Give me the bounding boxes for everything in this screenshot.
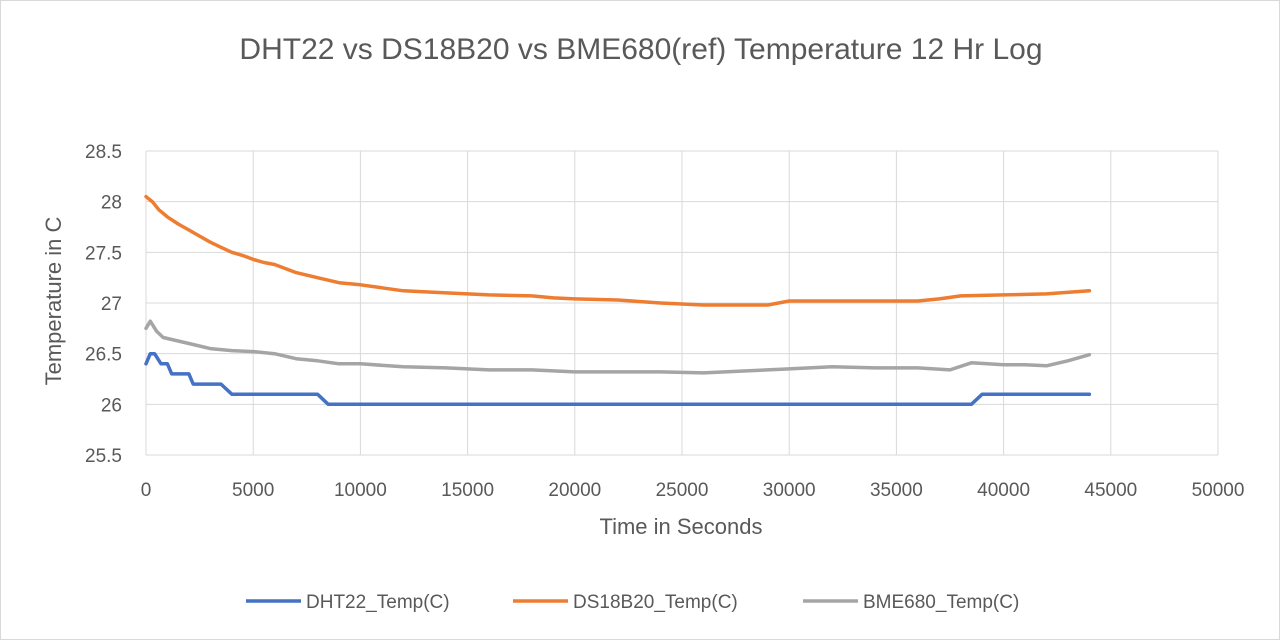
y-tick-label: 27.5 xyxy=(85,243,122,264)
legend: DHT22_Temp(C) DS18B20_Temp(C) BME680_Temp(… xyxy=(246,592,1019,613)
y-tick-label: 26.5 xyxy=(85,345,122,366)
y-tick-label: 25.5 xyxy=(85,446,122,467)
legend-label: DS18B20_Temp(C) xyxy=(573,592,738,613)
x-tick-label: 30000 xyxy=(763,480,816,501)
x-tick-label: 40000 xyxy=(977,480,1030,501)
x-tick-label: 35000 xyxy=(870,480,923,501)
x-tick-label: 25000 xyxy=(656,480,709,501)
chart-title: DHT22 vs DS18B20 vs BME680(ref) Temperat… xyxy=(239,33,1042,66)
series-line-bme680-temp-c xyxy=(144,319,1092,375)
series-line-ds18b20-temp-c xyxy=(144,194,1092,307)
legend-label: DHT22_Temp(C) xyxy=(306,592,450,613)
x-tick-label: 0 xyxy=(141,480,152,501)
x-tick-label: 45000 xyxy=(1084,480,1137,501)
legend-label: BME680_Temp(C) xyxy=(863,592,1019,613)
x-tick-label: 50000 xyxy=(1192,480,1245,501)
legend-entry: BME680_Temp(C) xyxy=(803,592,1019,613)
y-tick-label: 28 xyxy=(101,193,122,214)
x-tick-label: 15000 xyxy=(441,480,494,501)
y-tick-label: 27 xyxy=(101,294,122,315)
legend-entry: DHT22_Temp(C) xyxy=(246,592,450,613)
series-layer xyxy=(144,194,1092,407)
y-tick-label: 28.5 xyxy=(85,142,122,163)
series-line-dht22-temp-c xyxy=(144,351,1092,407)
legend-entry: DS18B20_Temp(C) xyxy=(513,592,738,613)
x-tick-label: 10000 xyxy=(334,480,387,501)
x-tick-label: 5000 xyxy=(232,480,274,501)
axis-layer: 0 5000 10000 15000 20000 25000 30000 35000 40000… xyxy=(85,142,1244,501)
x-axis-title: Time in Seconds xyxy=(599,514,762,539)
y-tick-label: 26 xyxy=(101,395,122,416)
y-axis-title: Temperature in C xyxy=(41,217,66,386)
x-tick-label: 20000 xyxy=(548,480,601,501)
